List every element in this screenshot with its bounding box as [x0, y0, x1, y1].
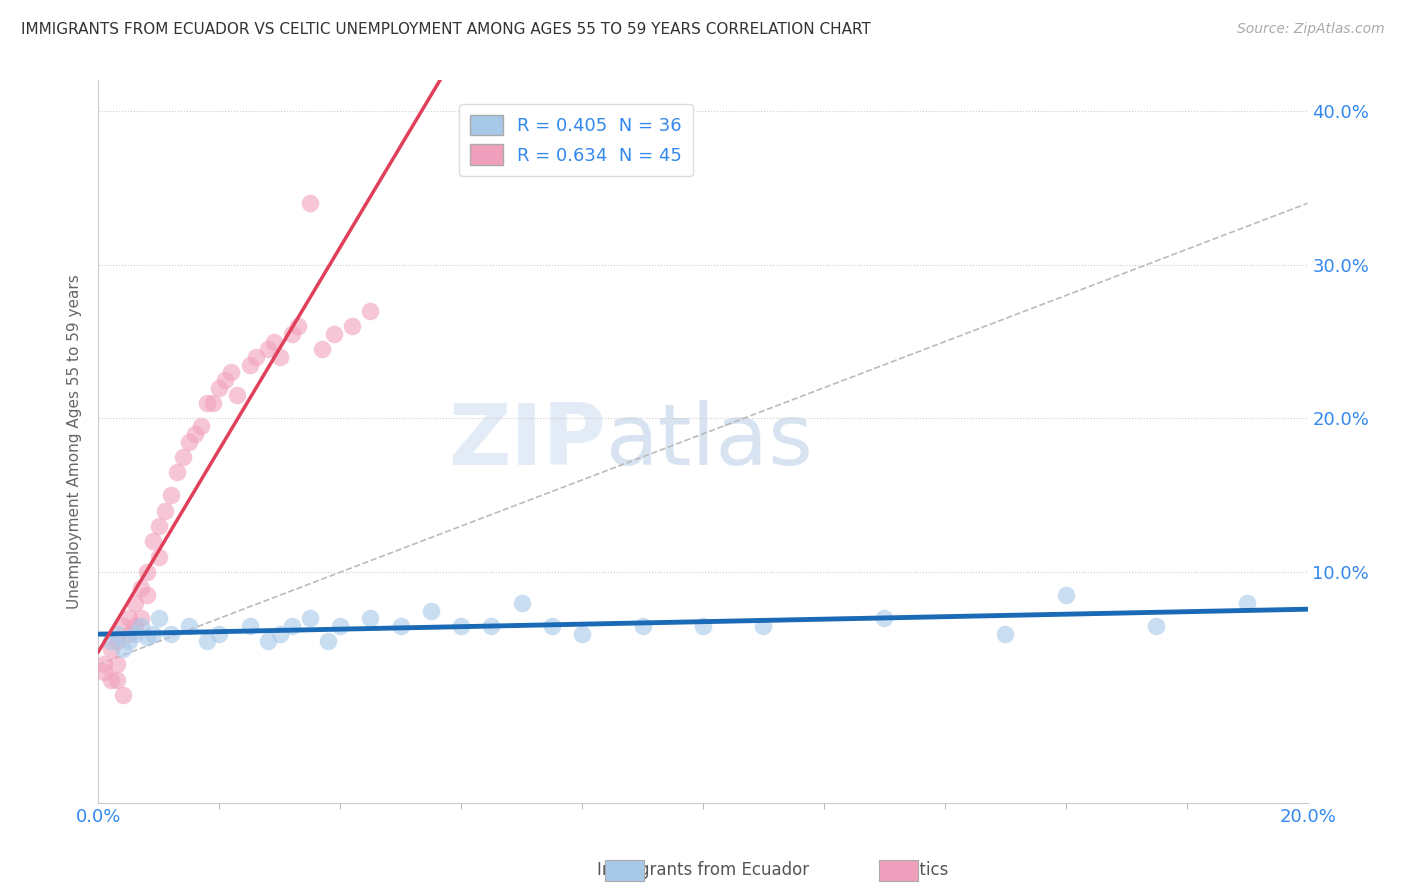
Point	[281, 619, 304, 633]
Point	[160, 626, 183, 640]
Point	[172, 450, 194, 464]
Point	[93, 665, 115, 680]
Point	[214, 373, 236, 387]
Point	[239, 358, 262, 372]
Point	[1054, 588, 1077, 602]
Point	[129, 581, 152, 595]
Point	[118, 634, 141, 648]
Text: Immigrants from Ecuador: Immigrants from Ecuador	[598, 861, 808, 879]
Point	[329, 619, 352, 633]
Point	[148, 549, 170, 564]
Point	[994, 626, 1017, 640]
Point	[142, 626, 165, 640]
Point	[148, 519, 170, 533]
Point	[342, 319, 364, 334]
Point	[873, 611, 896, 625]
Point	[195, 634, 218, 648]
Point	[135, 565, 157, 579]
Point	[510, 596, 533, 610]
Point	[148, 611, 170, 625]
Point	[323, 326, 346, 341]
Point	[135, 630, 157, 644]
Point	[118, 626, 141, 640]
Point	[105, 673, 128, 687]
Point	[179, 434, 201, 449]
Text: IMMIGRANTS FROM ECUADOR VS CELTIC UNEMPLOYMENT AMONG AGES 55 TO 59 YEARS CORRELA: IMMIGRANTS FROM ECUADOR VS CELTIC UNEMPL…	[21, 22, 870, 37]
Point	[135, 588, 157, 602]
Point	[481, 619, 503, 633]
Point	[208, 381, 231, 395]
Point	[105, 657, 128, 672]
Point	[311, 343, 333, 357]
Point	[111, 619, 134, 633]
Point	[129, 619, 152, 633]
Point	[269, 350, 291, 364]
Point	[142, 534, 165, 549]
Point	[184, 426, 207, 441]
Point	[160, 488, 183, 502]
Point	[389, 619, 412, 633]
Point	[100, 634, 122, 648]
Point	[166, 465, 188, 479]
Point	[256, 343, 278, 357]
Point	[111, 688, 134, 702]
Legend: R = 0.405  N = 36, R = 0.634  N = 45: R = 0.405 N = 36, R = 0.634 N = 45	[460, 103, 693, 176]
Point	[263, 334, 285, 349]
Point	[100, 642, 122, 657]
Point	[105, 626, 128, 640]
Point	[124, 619, 146, 633]
Point	[1236, 596, 1258, 610]
Point	[239, 619, 262, 633]
Point	[195, 396, 218, 410]
Text: Source: ZipAtlas.com: Source: ZipAtlas.com	[1237, 22, 1385, 37]
Point	[179, 619, 201, 633]
Point	[281, 326, 304, 341]
Point	[420, 604, 443, 618]
Point	[450, 619, 472, 633]
Point	[287, 319, 309, 334]
Point	[245, 350, 267, 364]
Text: atlas: atlas	[606, 400, 814, 483]
Point	[118, 611, 141, 625]
Point	[631, 619, 654, 633]
Point	[190, 419, 212, 434]
Point	[299, 196, 322, 211]
Point	[105, 634, 128, 648]
Point	[93, 657, 115, 672]
Point	[124, 626, 146, 640]
Point	[124, 596, 146, 610]
Point	[299, 611, 322, 625]
Text: ZIP: ZIP	[449, 400, 606, 483]
Point	[752, 619, 775, 633]
Point	[129, 611, 152, 625]
Point	[100, 673, 122, 687]
Text: Celtics: Celtics	[893, 861, 949, 879]
Point	[540, 619, 562, 633]
Point	[571, 626, 593, 640]
Point	[256, 634, 278, 648]
Point	[269, 626, 291, 640]
Point	[202, 396, 225, 410]
Point	[316, 634, 339, 648]
Point	[153, 504, 176, 518]
Point	[221, 365, 243, 379]
Point	[1144, 619, 1167, 633]
Point	[208, 626, 231, 640]
Point	[360, 304, 382, 318]
Y-axis label: Unemployment Among Ages 55 to 59 years: Unemployment Among Ages 55 to 59 years	[66, 274, 82, 609]
Point	[692, 619, 714, 633]
Point	[226, 388, 249, 402]
Point	[111, 642, 134, 657]
Point	[360, 611, 382, 625]
